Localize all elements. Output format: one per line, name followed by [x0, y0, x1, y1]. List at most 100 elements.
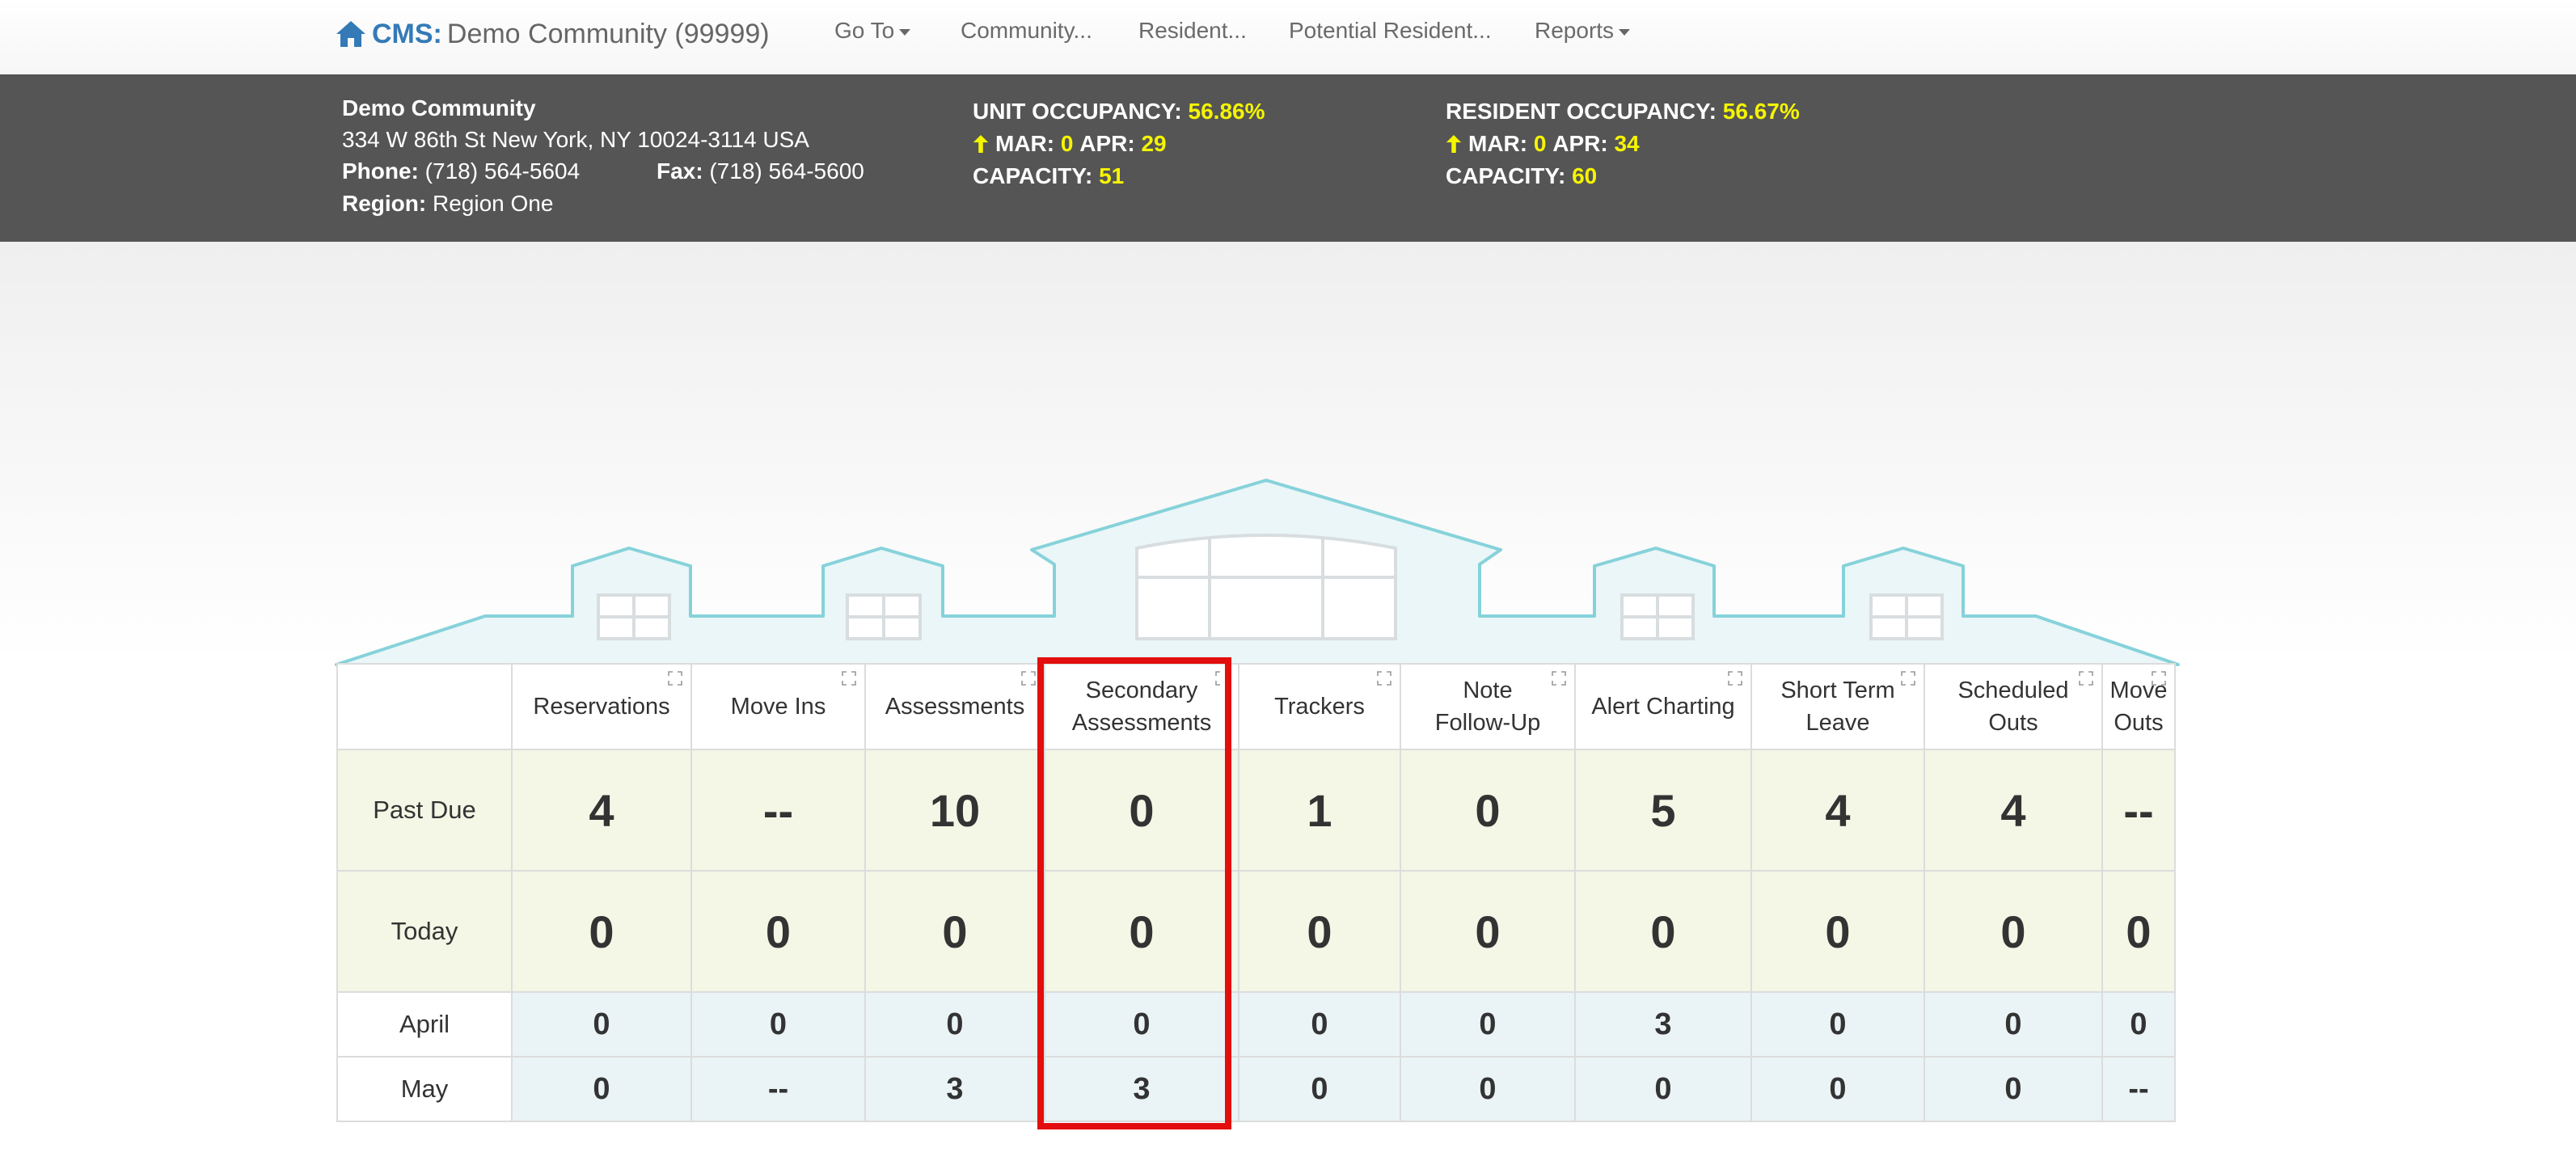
- count-cell[interactable]: 0: [1400, 749, 1576, 872]
- count-cell[interactable]: 0: [1044, 991, 1239, 1058]
- count-cell[interactable]: 0: [1044, 749, 1239, 872]
- count-cell[interactable]: --: [690, 749, 866, 872]
- count-cell[interactable]: 1: [1238, 749, 1401, 872]
- resident-mar-value: 0: [1533, 131, 1547, 156]
- unit-occupancy-label: UNIT OCCUPANCY:: [973, 99, 1182, 124]
- column-header: Note Follow-Up: [1400, 663, 1576, 750]
- phone-value: (718) 564-5604: [424, 158, 581, 184]
- table-body: Past Due 4 -- 10 0 1 0 5 4 4 -- Today 0 0 0 0 0 0 0 0 0 0 Apri…: [336, 749, 2176, 1122]
- count-cell[interactable]: 0: [2101, 870, 2176, 993]
- unit-mar-label: MAR:: [995, 131, 1055, 156]
- count-cell[interactable]: 10: [864, 749, 1045, 872]
- count-cell[interactable]: 5: [1574, 749, 1752, 872]
- count-cell[interactable]: 0: [1924, 991, 2103, 1058]
- count-cell[interactable]: 0: [1924, 1056, 2103, 1122]
- count-cell[interactable]: 0: [1238, 870, 1401, 993]
- expand-icon[interactable]: [2079, 671, 2093, 686]
- arrow-up-icon: [1446, 135, 1462, 153]
- column-header: Scheduled Outs: [1924, 663, 2103, 750]
- count-cell[interactable]: 4: [1750, 749, 1925, 872]
- column-header-label: Note: [1463, 678, 1513, 703]
- count-cell[interactable]: 4: [511, 749, 692, 872]
- top-navbar: CMS: Demo Community (99999) Go To Commun…: [0, 0, 2576, 75]
- expand-icon[interactable]: [1215, 671, 1230, 686]
- unit-apr-value: 29: [1141, 131, 1167, 156]
- count-cell[interactable]: --: [2101, 749, 2176, 872]
- expand-icon[interactable]: [1552, 671, 1566, 686]
- nav-potential-resident[interactable]: Potential Resident...: [1289, 18, 1492, 44]
- table-row: Today 0 0 0 0 0 0 0 0 0 0: [336, 870, 2176, 993]
- count-cell[interactable]: 3: [864, 1056, 1045, 1122]
- count-cell[interactable]: 0: [1400, 991, 1576, 1058]
- count-cell[interactable]: --: [2101, 1056, 2176, 1122]
- expand-icon[interactable]: [1377, 671, 1391, 686]
- count-cell[interactable]: 0: [690, 870, 866, 993]
- expand-icon[interactable]: [2152, 671, 2166, 686]
- count-cell[interactable]: 3: [1574, 991, 1752, 1058]
- count-cell[interactable]: 0: [1924, 870, 2103, 993]
- resident-capacity: CAPACITY: 60: [1446, 163, 1597, 189]
- caret-down-icon: [1619, 28, 1631, 36]
- column-header: Assessments: [864, 663, 1045, 750]
- count-cell[interactable]: 0: [1750, 991, 1925, 1058]
- nav-community[interactable]: Community...: [961, 18, 1092, 44]
- column-header-label: Reservations: [533, 694, 670, 720]
- resident-apr-label: APR:: [1552, 131, 1608, 156]
- expand-icon[interactable]: [1021, 671, 1036, 686]
- nav-resident[interactable]: Resident...: [1138, 18, 1247, 44]
- arrow-up-icon: [973, 135, 989, 153]
- column-header-label: Assessments: [1071, 710, 1212, 736]
- expand-icon[interactable]: [842, 671, 856, 686]
- column-header: Trackers: [1238, 663, 1401, 750]
- nav-go-to[interactable]: Go To: [834, 18, 911, 44]
- count-cell[interactable]: 0: [511, 991, 692, 1058]
- region-label: Region:: [342, 191, 427, 216]
- column-header: Reservations: [511, 663, 692, 750]
- community-info-bar: Demo Community 334 W 86th St New York, N…: [0, 74, 2576, 242]
- table-row: Past Due 4 -- 10 0 1 0 5 4 4 --: [336, 749, 2176, 872]
- row-label: April: [336, 991, 513, 1058]
- count-cell[interactable]: 3: [1044, 1056, 1239, 1122]
- count-cell[interactable]: 0: [1400, 870, 1576, 993]
- count-cell[interactable]: 0: [1044, 870, 1239, 993]
- count-cell[interactable]: 0: [1574, 870, 1752, 993]
- column-header-label: Scheduled: [1957, 678, 2069, 703]
- resident-mar-label: MAR:: [1468, 131, 1528, 156]
- count-cell[interactable]: 0: [1574, 1056, 1752, 1122]
- column-header-label: Outs: [2114, 710, 2164, 736]
- brand-link[interactable]: CMS: Demo Community (99999): [335, 13, 770, 55]
- column-header-label: Short Term: [1780, 678, 1895, 703]
- column-header: Move Ins: [690, 663, 866, 750]
- expand-icon[interactable]: [668, 671, 682, 686]
- count-cell[interactable]: 0: [864, 991, 1045, 1058]
- unit-occupancy-value: 56.86%: [1188, 99, 1265, 124]
- count-cell[interactable]: 0: [1238, 1056, 1401, 1122]
- column-header-label: Outs: [1988, 710, 2038, 736]
- count-cell[interactable]: 4: [1924, 749, 2103, 872]
- count-cell[interactable]: 0: [1238, 991, 1401, 1058]
- task-summary-table: Reservations Move Ins Assessments Secondary…: [336, 663, 2176, 1122]
- unit-capacity: CAPACITY: 51: [973, 163, 1124, 189]
- home-icon: [336, 21, 365, 47]
- count-cell[interactable]: 0: [1750, 870, 1925, 993]
- expand-icon[interactable]: [1728, 671, 1742, 686]
- count-cell[interactable]: --: [690, 1056, 866, 1122]
- count-cell[interactable]: 0: [511, 870, 692, 993]
- count-cell[interactable]: 0: [511, 1056, 692, 1122]
- row-label: May: [336, 1056, 513, 1122]
- count-cell[interactable]: 0: [1750, 1056, 1925, 1122]
- count-cell[interactable]: 0: [1400, 1056, 1576, 1122]
- column-header-label: Trackers: [1274, 694, 1365, 720]
- resident-capacity-value: 60: [1572, 163, 1598, 188]
- count-cell[interactable]: 0: [864, 870, 1045, 993]
- nav-reports[interactable]: Reports: [1535, 18, 1631, 44]
- resident-occupancy-trend: MAR: 0 APR: 34: [1446, 131, 1640, 157]
- column-header: Alert Charting: [1574, 663, 1752, 750]
- nav-reports-label: Reports: [1535, 18, 1615, 43]
- fax-label: Fax:: [657, 158, 703, 184]
- expand-icon[interactable]: [1901, 671, 1915, 686]
- count-cell[interactable]: 0: [2101, 991, 2176, 1058]
- resident-occupancy-value: 56.67%: [1722, 99, 1800, 124]
- count-cell[interactable]: 0: [690, 991, 866, 1058]
- column-header: Secondary Assessments: [1044, 663, 1239, 750]
